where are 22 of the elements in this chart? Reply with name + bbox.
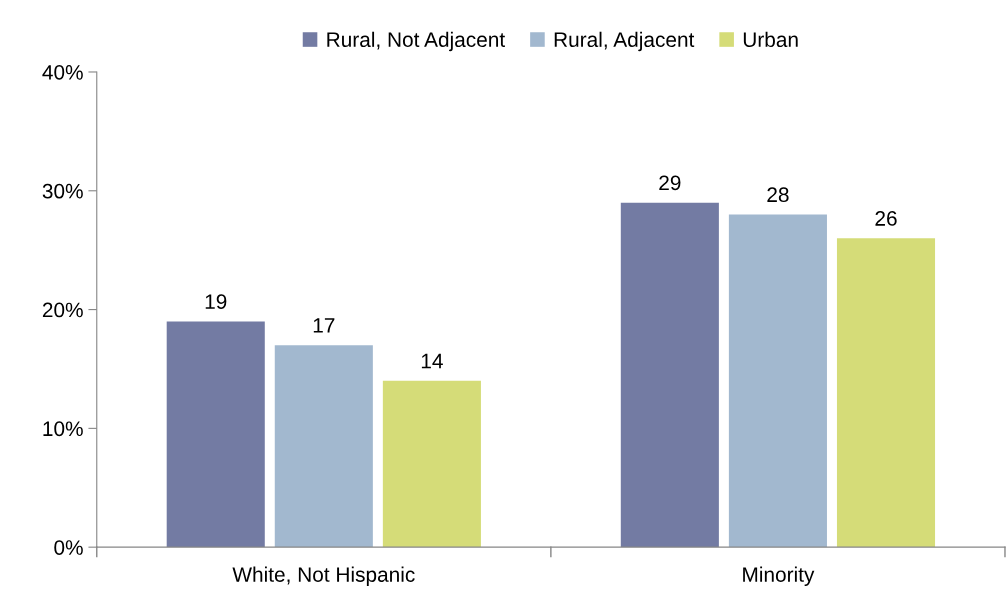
legend-label: Rural, Not Adjacent: [327, 31, 505, 52]
legend-label: Rural, Adjacent: [554, 31, 695, 52]
y-tick-label: 20%: [42, 302, 83, 318]
data-label: 29: [659, 175, 681, 191]
bar: [836, 238, 936, 548]
x-tick-label: Minority: [743, 566, 815, 587]
data-label: 19: [205, 294, 227, 309]
y-tick-label: 40%: [42, 64, 83, 80]
bar: [620, 202, 719, 548]
y-tick-label: 30%: [42, 183, 83, 199]
data-label: 26: [875, 211, 897, 226]
bar: [728, 214, 827, 548]
bar: [274, 345, 373, 548]
y-tick-label: 0%: [54, 540, 83, 555]
legend-label: Urban: [743, 31, 798, 48]
bar: [382, 380, 481, 548]
bar: [166, 321, 265, 548]
data-label: 28: [767, 187, 789, 203]
x-tick-label: White, Not Hispanic: [232, 566, 415, 587]
y-tick-label: 10%: [43, 421, 83, 437]
data-label: 14: [421, 353, 443, 369]
data-label: 17: [313, 318, 335, 333]
